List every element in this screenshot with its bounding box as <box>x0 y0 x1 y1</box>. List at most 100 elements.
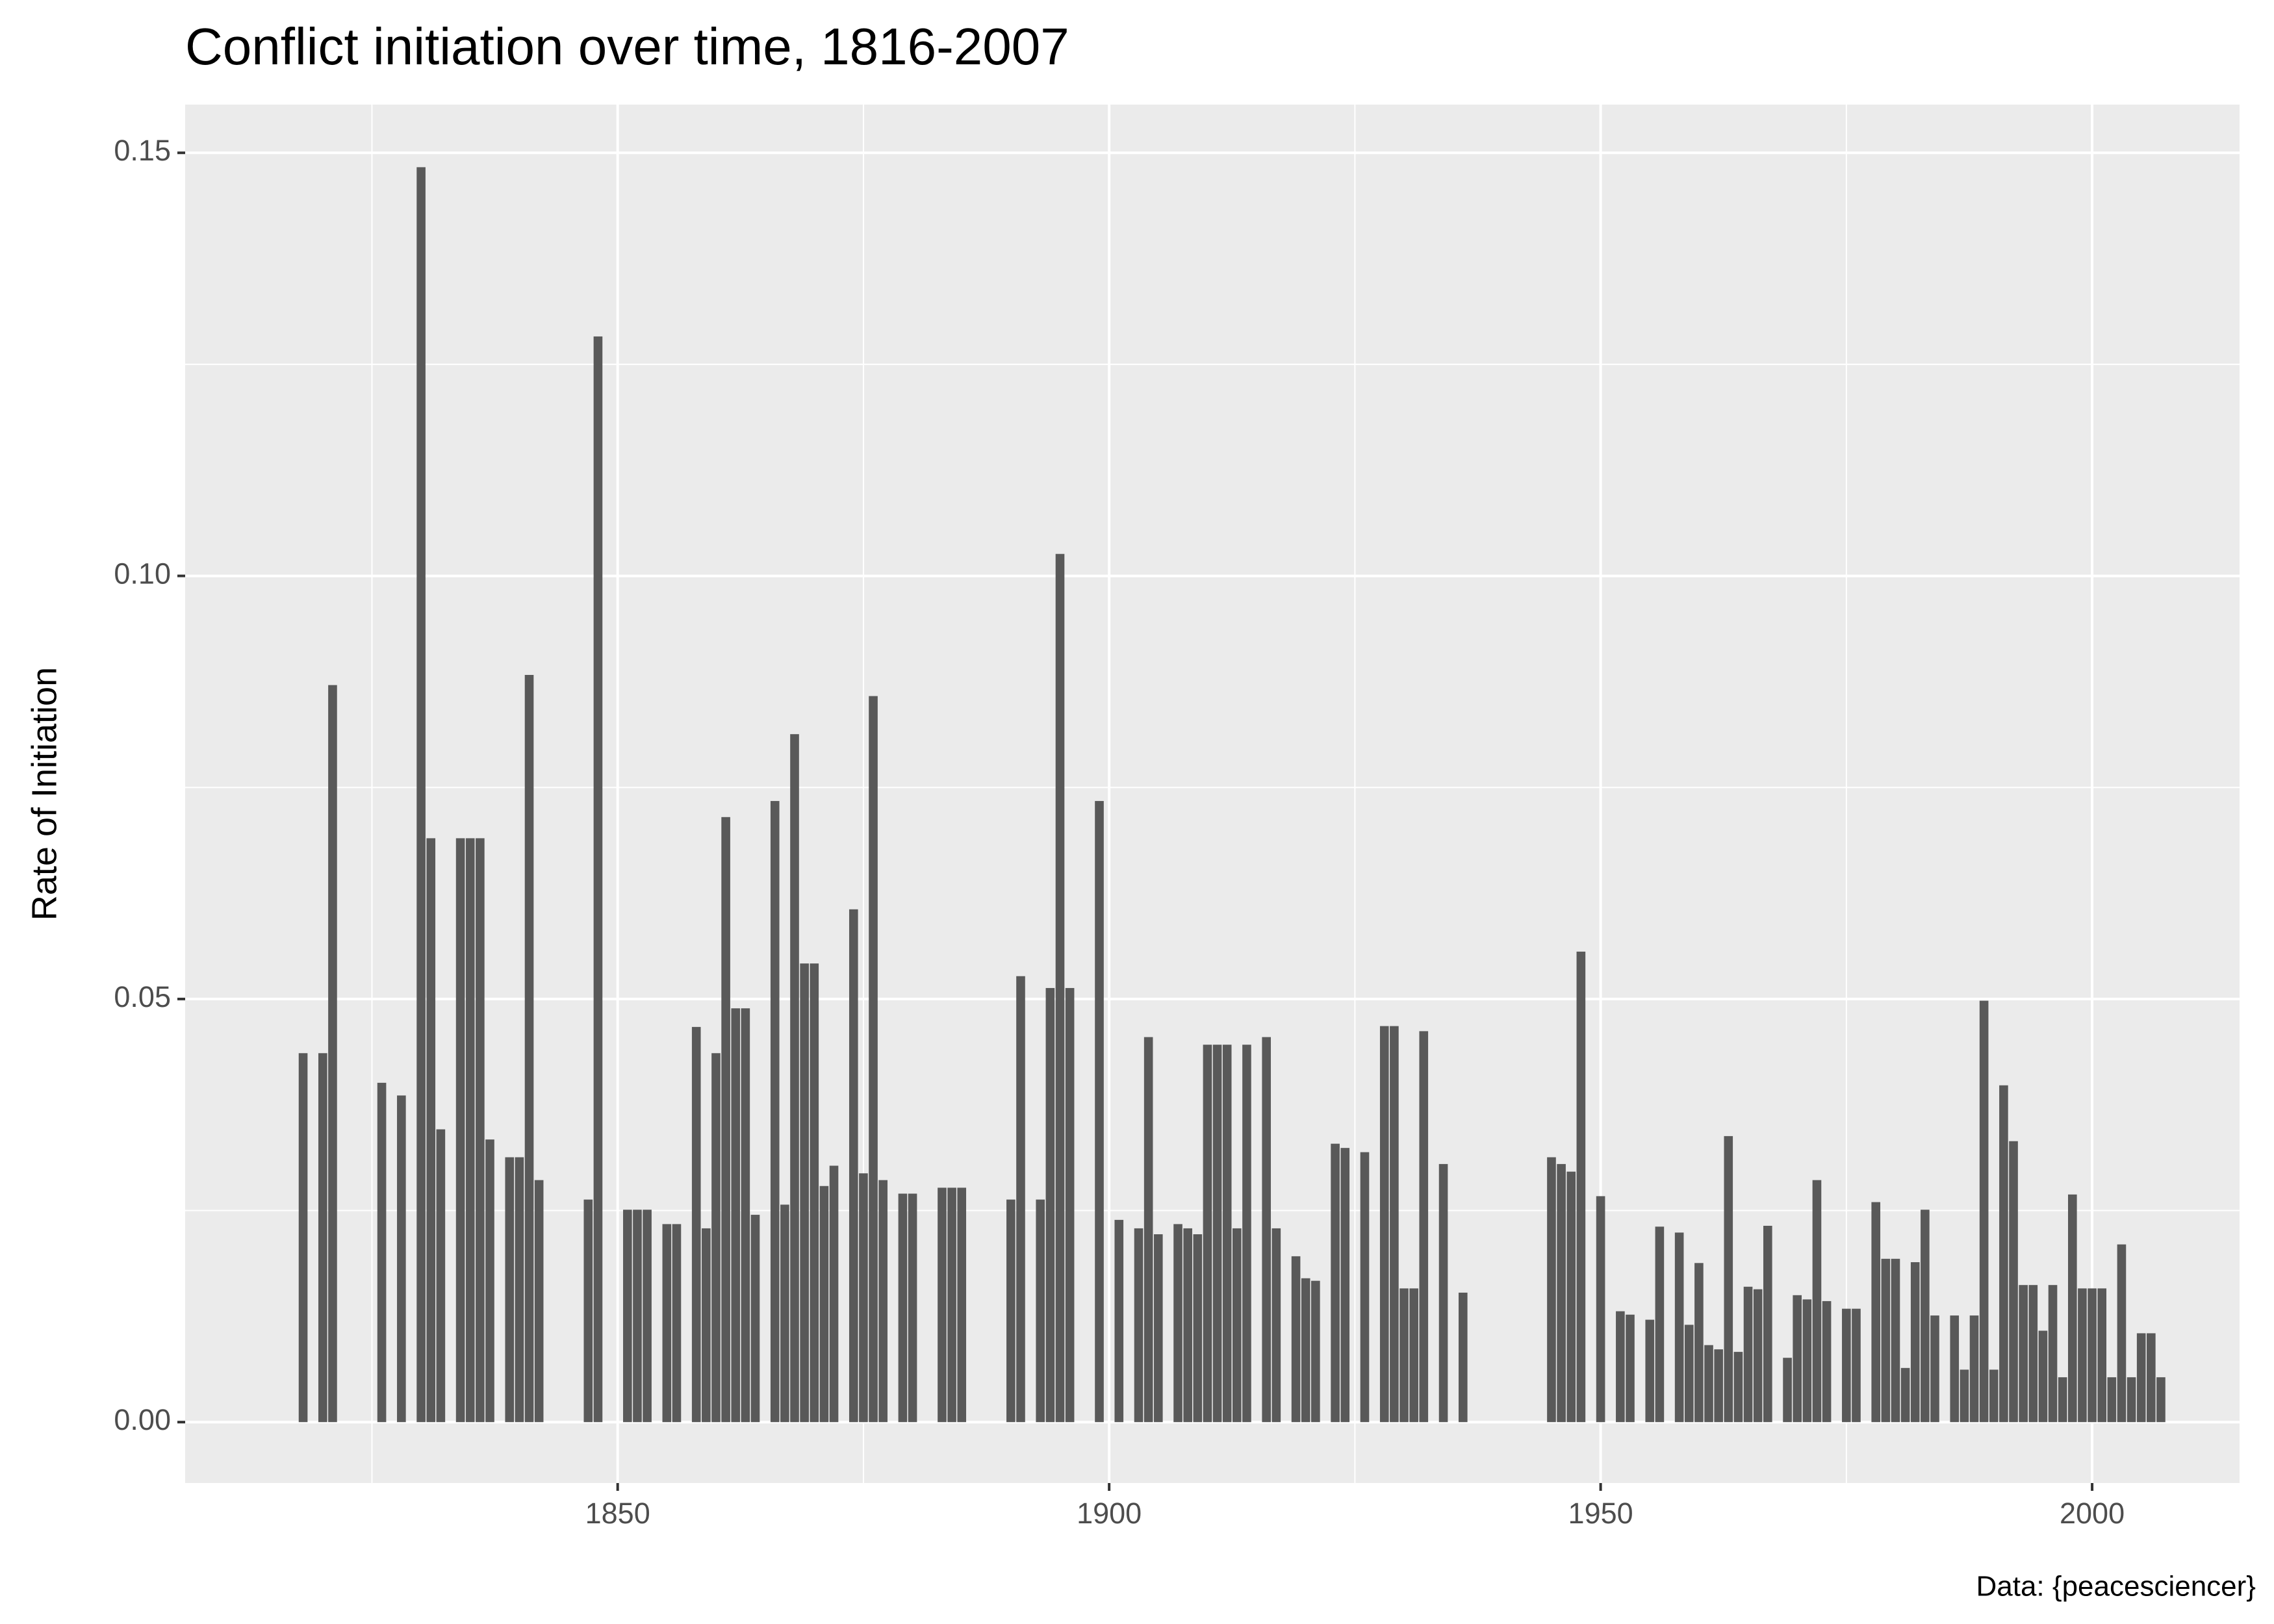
bar <box>1212 1045 1222 1423</box>
bar <box>1576 951 1586 1423</box>
bar <box>1360 1152 1370 1423</box>
bar <box>2156 1377 2165 1423</box>
bar <box>2058 1377 2067 1423</box>
bar <box>426 838 436 1423</box>
bar <box>810 963 819 1423</box>
bar <box>1134 1228 1143 1423</box>
bar <box>515 1157 524 1423</box>
bar <box>1714 1349 1723 1423</box>
bar <box>1783 1358 1792 1423</box>
bar <box>938 1187 947 1423</box>
bar <box>750 1215 760 1423</box>
bar <box>1301 1278 1310 1423</box>
bar <box>1802 1299 1812 1423</box>
bar <box>1999 1085 2008 1423</box>
bar <box>1065 987 1075 1423</box>
y-tick-label: 0.10 <box>114 557 171 590</box>
bar <box>1419 1031 1429 1423</box>
bar <box>2019 1285 2028 1423</box>
bar <box>1626 1314 1635 1423</box>
bar <box>1045 987 1055 1423</box>
bar <box>643 1210 652 1423</box>
bar <box>1989 1369 1999 1423</box>
bar <box>672 1224 682 1423</box>
bar <box>721 817 730 1423</box>
bar <box>2088 1288 2097 1423</box>
bar <box>1910 1262 1920 1423</box>
bar <box>819 1186 829 1423</box>
bar <box>1203 1045 1212 1423</box>
bar <box>465 838 475 1423</box>
bar <box>869 696 878 1423</box>
bar <box>1311 1280 1320 1423</box>
bar <box>2097 1288 2106 1423</box>
bar <box>2107 1377 2117 1423</box>
bar <box>328 685 337 1423</box>
bar <box>1095 801 1104 1423</box>
bar <box>2009 1141 2018 1423</box>
bar <box>1979 1000 1989 1423</box>
bar <box>397 1095 406 1423</box>
bar <box>731 1008 741 1423</box>
y-axis-label: Rate of Initiation <box>25 667 64 920</box>
bar <box>1724 1136 1733 1423</box>
bar <box>1271 1228 1281 1423</box>
bar <box>2028 1285 2038 1423</box>
bar <box>1557 1163 1566 1423</box>
bar <box>2048 1285 2058 1423</box>
bar <box>1566 1171 1576 1423</box>
bar <box>1340 1148 1350 1423</box>
bar <box>1409 1288 1418 1423</box>
bar <box>1153 1234 1163 1423</box>
x-tick-label: 1900 <box>1077 1497 1142 1530</box>
bar <box>878 1180 888 1423</box>
bar <box>1733 1352 1743 1423</box>
bar <box>2117 1244 2127 1423</box>
bar <box>1969 1315 1979 1423</box>
bar <box>829 1165 839 1423</box>
bar <box>662 1224 672 1423</box>
bar <box>1822 1300 1832 1423</box>
bar <box>2127 1377 2136 1423</box>
bar <box>1006 1199 1016 1423</box>
bar <box>485 1139 494 1423</box>
bar <box>1036 1199 1045 1423</box>
bar <box>1458 1292 1468 1423</box>
bar <box>1743 1286 1753 1423</box>
bar <box>2067 1194 2077 1423</box>
bar <box>770 801 780 1423</box>
bar <box>505 1157 515 1423</box>
bar <box>1891 1258 1900 1423</box>
bar <box>633 1210 642 1423</box>
bar <box>2147 1333 2156 1423</box>
bar <box>1143 1037 1153 1423</box>
bar <box>691 1026 701 1423</box>
caption: Data: {peacesciencer} <box>1976 1571 2256 1603</box>
bar <box>859 1173 868 1423</box>
bar <box>1438 1163 1448 1423</box>
bar <box>1842 1308 1851 1423</box>
bar <box>957 1187 967 1423</box>
bar <box>790 734 799 1423</box>
y-tick-label: 0.05 <box>114 980 171 1013</box>
bar <box>455 838 465 1423</box>
bar <box>1900 1367 1910 1423</box>
chart-title: Conflict initiation over time, 1816-2007 <box>185 18 1069 75</box>
bar <box>2078 1288 2087 1423</box>
bar <box>1016 976 1025 1423</box>
bar <box>1183 1228 1192 1423</box>
bar <box>1753 1289 1763 1423</box>
bar <box>1852 1308 1861 1423</box>
bar <box>780 1204 789 1423</box>
bar <box>800 963 809 1423</box>
bar <box>702 1228 711 1423</box>
bar <box>377 1082 387 1423</box>
bar <box>1674 1232 1684 1423</box>
x-tick-label: 1950 <box>1568 1497 1633 1530</box>
bar <box>908 1193 917 1423</box>
bar <box>1291 1256 1301 1423</box>
bar <box>1616 1311 1625 1423</box>
bar <box>1331 1143 1340 1423</box>
y-tick-label: 0.15 <box>114 134 171 167</box>
